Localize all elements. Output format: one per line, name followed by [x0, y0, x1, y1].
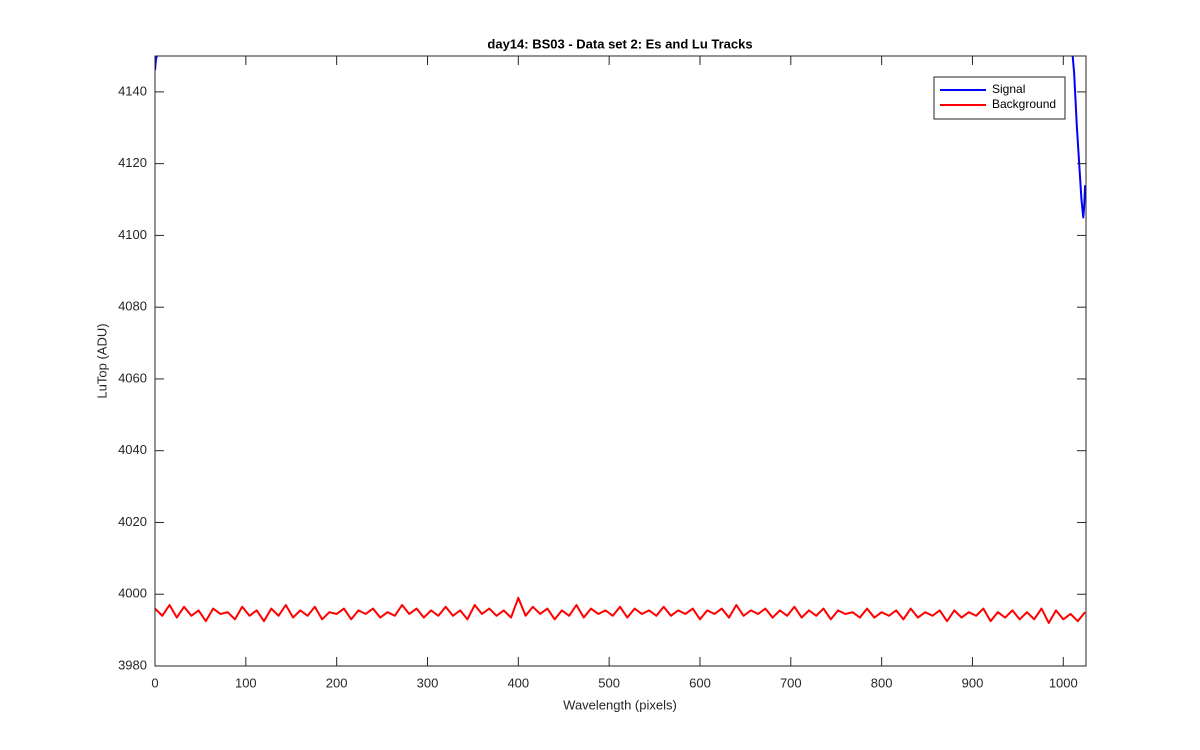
legend-label: Background	[992, 97, 1056, 111]
plot-area	[155, 56, 1086, 666]
x-tick-label: 500	[598, 675, 620, 690]
y-tick-label: 4020	[118, 514, 147, 529]
y-axis-label: LuTop (ADU)	[94, 323, 109, 398]
series-line	[155, 596, 1086, 624]
y-tick-label: 4100	[118, 227, 147, 242]
x-tick-label: 700	[780, 675, 802, 690]
y-tick-label: 4060	[118, 370, 147, 385]
x-tick-label: 1000	[1049, 675, 1078, 690]
legend-label: Signal	[992, 82, 1025, 96]
y-tick-label: 4120	[118, 155, 147, 170]
x-tick-label: 900	[962, 675, 984, 690]
x-tick-label: 100	[235, 675, 257, 690]
y-tick-label: 4140	[118, 83, 147, 98]
x-tick-label: 200	[326, 675, 348, 690]
x-tick-label: 0	[151, 675, 158, 690]
axes-box	[154, 55, 1087, 667]
x-tick-label: 600	[689, 675, 711, 690]
legend-box	[933, 76, 1066, 120]
x-axis-label: Wavelength (pixels)	[563, 697, 677, 712]
x-tick-label: 300	[417, 675, 439, 690]
y-tick-label: 4080	[118, 299, 147, 314]
x-tick-label: 400	[507, 675, 529, 690]
chart-title: day14: BS03 - Data set 2: Es and Lu Trac…	[487, 36, 752, 51]
y-tick-label: 4040	[118, 442, 147, 457]
y-tick-label: 3980	[118, 657, 147, 672]
y-tick-label: 4000	[118, 586, 147, 601]
x-tick-label: 800	[871, 675, 893, 690]
